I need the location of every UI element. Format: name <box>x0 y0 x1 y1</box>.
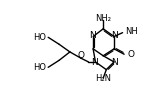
Text: HO: HO <box>34 33 47 42</box>
Text: O: O <box>128 50 135 59</box>
Text: H₂N: H₂N <box>95 74 111 83</box>
Text: N: N <box>91 58 98 67</box>
Text: NH₂: NH₂ <box>95 14 111 23</box>
Text: N: N <box>111 31 118 40</box>
Text: O: O <box>77 50 84 59</box>
Text: N: N <box>111 58 118 67</box>
Text: NH: NH <box>125 27 138 36</box>
Text: HO: HO <box>34 63 47 72</box>
Text: N: N <box>89 31 96 40</box>
